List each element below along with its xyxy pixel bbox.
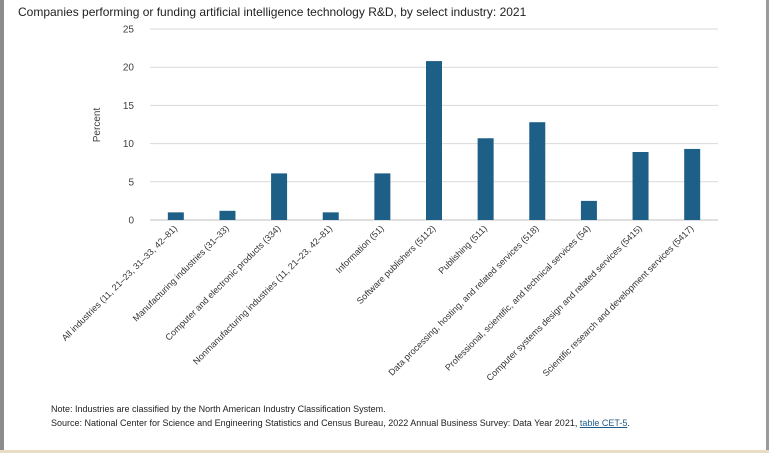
y-axis-label: Percent [92, 108, 103, 143]
right-border [766, 0, 769, 453]
x-tick-label-7: Publishing (511) [436, 223, 489, 276]
bar-3[interactable] [271, 173, 288, 220]
y-tick-label-5: 5 [128, 177, 134, 188]
bar-4[interactable] [322, 212, 339, 220]
bar-10[interactable] [632, 152, 649, 220]
source-text: Source: National Center for Science and … [51, 418, 580, 428]
x-tick-label-1: All industries (11, 21–23, 31–33, 42–81) [60, 223, 179, 342]
bar-1[interactable] [167, 212, 184, 220]
chart-source: Source: National Center for Science and … [51, 418, 630, 428]
bar-5[interactable] [374, 173, 391, 220]
source-suffix: . [627, 418, 630, 428]
table-cet-5-link[interactable]: table CET-5 [579, 418, 628, 428]
bottom-border [0, 450, 769, 453]
y-tick-label-0: 0 [128, 216, 134, 227]
bar-11[interactable] [684, 148, 701, 220]
y-tick-label-20: 20 [123, 63, 135, 74]
y-tick-label-15: 15 [123, 101, 135, 112]
bar-8[interactable] [529, 122, 546, 220]
left-border [0, 0, 4, 453]
chart-title: Companies performing or funding artifici… [18, 5, 527, 19]
bar-9[interactable] [580, 200, 597, 220]
y-tick-label-25: 25 [123, 25, 135, 36]
bar-7[interactable] [477, 138, 494, 220]
x-tick-label-3: Computer and electronic products (334) [163, 223, 282, 342]
x-tick-label-2: Manufacturing industries (31–33) [131, 223, 231, 323]
chart-note: Note: Industries are classified by the N… [51, 404, 386, 414]
x-tick-label-5: Information (51) [334, 223, 386, 275]
bar-6[interactable] [426, 61, 442, 221]
bar-2[interactable] [219, 210, 236, 220]
y-tick-label-10: 10 [123, 139, 135, 150]
